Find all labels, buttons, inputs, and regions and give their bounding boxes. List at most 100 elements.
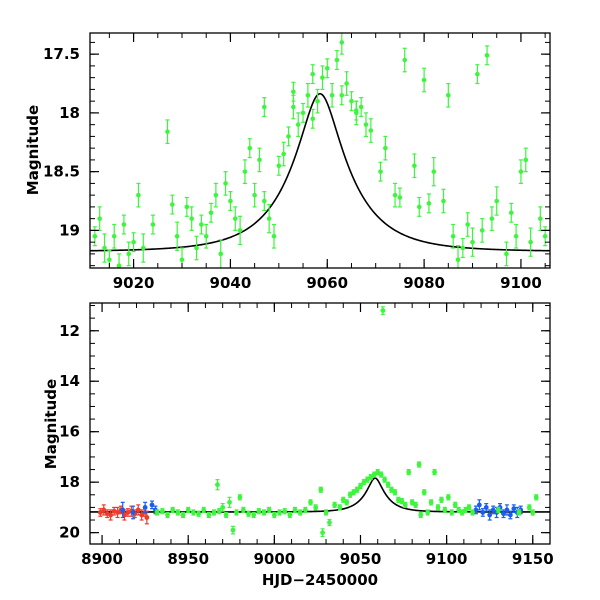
green-data-point [409, 499, 415, 506]
green-data-point [530, 509, 536, 516]
marker [213, 192, 219, 198]
marker [215, 482, 220, 488]
green-data-point [337, 504, 343, 511]
green-data-point [251, 511, 257, 519]
green-data-point [180, 511, 186, 519]
marker [297, 510, 303, 515]
green-data-point [489, 206, 495, 231]
marker [456, 507, 462, 513]
green-data-point [271, 511, 277, 519]
green-data-point [313, 504, 319, 511]
green-data-point [442, 506, 448, 514]
green-data-point [185, 506, 191, 514]
green-data-point [460, 238, 466, 259]
green-data-point [302, 506, 308, 514]
green-data-point [170, 194, 175, 215]
marker [227, 499, 232, 505]
marker [97, 216, 102, 221]
y-tick-label: 14 [59, 372, 80, 390]
green-data-point [439, 496, 444, 503]
marker [211, 510, 217, 515]
green-data-point [428, 499, 434, 506]
green-data-point [215, 479, 220, 491]
green-data-point [199, 214, 204, 235]
green-data-point [190, 509, 196, 516]
marker [449, 510, 455, 515]
blue-data-point [473, 505, 479, 515]
marker [452, 502, 458, 508]
green-data-point [354, 486, 360, 493]
marker [495, 507, 501, 513]
y-tick-label: 18 [59, 473, 80, 491]
green-data-point [175, 509, 181, 516]
green-data-point [189, 206, 194, 231]
marker [116, 263, 122, 268]
marker [320, 530, 325, 536]
green-data-point [463, 506, 468, 514]
green-series [92, 33, 548, 268]
green-data-point [368, 118, 374, 143]
marker [262, 198, 267, 204]
bottom-x-axis-label: HJD−2450000 [262, 571, 378, 589]
marker [358, 483, 363, 489]
marker [144, 515, 150, 520]
green-data-point [421, 489, 427, 496]
marker [92, 233, 98, 239]
marker [282, 508, 288, 514]
marker [442, 507, 448, 513]
green-data-point [211, 509, 217, 516]
marker [232, 216, 238, 221]
marker [257, 157, 262, 163]
marker [295, 122, 301, 127]
marker [511, 506, 517, 512]
green-data-point [432, 468, 437, 476]
marker [199, 222, 204, 227]
marker [102, 245, 107, 251]
green-data-point [292, 506, 298, 514]
marker [483, 505, 489, 510]
marker [523, 157, 529, 163]
marker [266, 216, 272, 221]
green-data-point [266, 506, 272, 514]
green-data-point [412, 153, 417, 179]
marker [246, 511, 251, 517]
marker [305, 92, 311, 98]
marker [318, 487, 324, 493]
top-plot-frame [89, 32, 551, 269]
marker [154, 510, 160, 515]
marker [421, 77, 427, 83]
green-data-point [218, 239, 224, 268]
y-tick-label: 12 [59, 322, 80, 340]
green-data-point [140, 233, 146, 263]
marker [175, 510, 181, 515]
marker [460, 245, 466, 251]
blue-data-point [511, 504, 517, 514]
marker [354, 487, 360, 493]
blue-data-point [120, 501, 126, 519]
green-data-point [131, 232, 136, 253]
marker [465, 222, 470, 227]
green-data-point [518, 159, 524, 184]
marker [475, 71, 480, 77]
green-data-point [257, 147, 262, 173]
marker [291, 104, 296, 110]
marker [308, 499, 313, 505]
marker [315, 98, 320, 104]
green-data-point [375, 468, 381, 476]
marker [513, 233, 519, 239]
green-data-point [308, 499, 313, 506]
marker [371, 472, 377, 478]
marker [324, 65, 330, 71]
marker [251, 512, 257, 518]
y-tick-label: 20 [59, 524, 80, 542]
green-data-point [371, 471, 377, 478]
marker [149, 502, 155, 508]
marker [406, 469, 412, 475]
marker [479, 228, 485, 233]
marker [361, 479, 367, 485]
marker [542, 233, 548, 239]
x-tick-label: 9000 [253, 550, 295, 568]
marker [179, 257, 185, 263]
marker [185, 507, 191, 513]
marker [281, 151, 286, 157]
